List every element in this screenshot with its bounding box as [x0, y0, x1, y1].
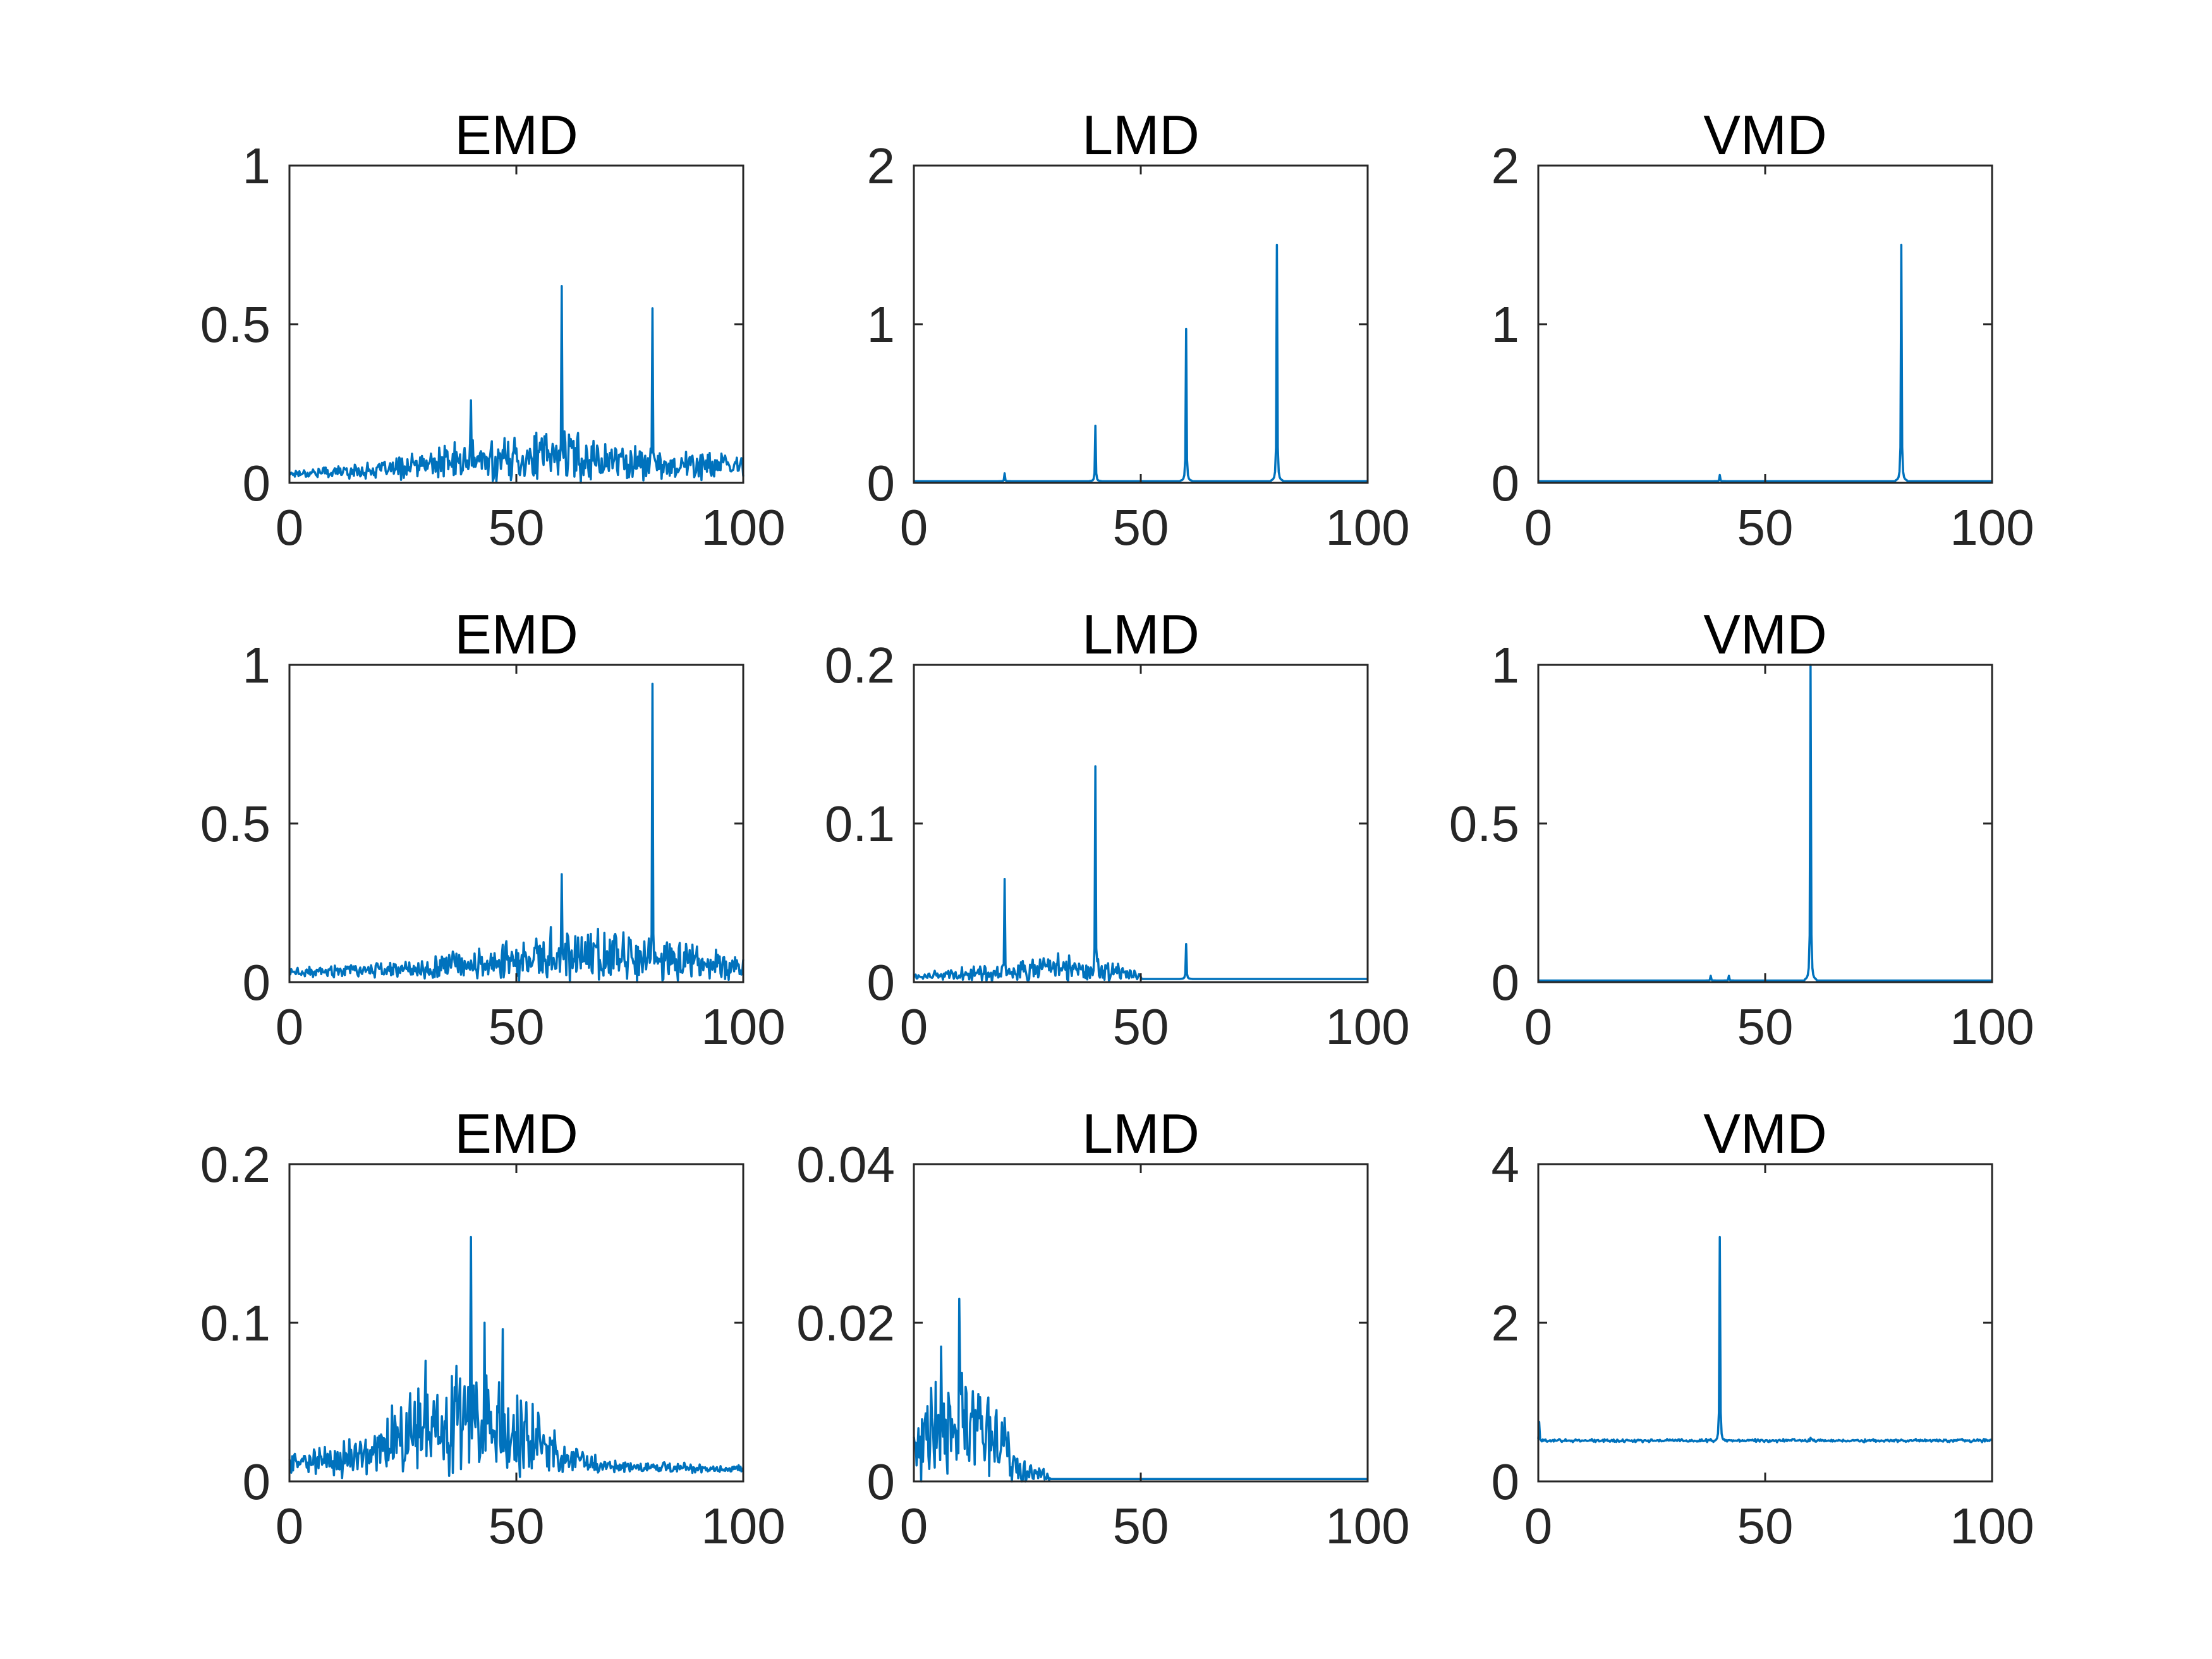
y-tick-label: 1 — [1492, 637, 1520, 693]
x-tick-label: 50 — [489, 999, 545, 1055]
subplot-title: LMD — [1082, 1102, 1200, 1165]
subplot-1: 0 50 100 0 0.5 1 EMD — [200, 104, 786, 556]
subplot-8: 0 50 100 0 0.02 0.04 LMD — [796, 1102, 1409, 1554]
series-line — [288, 285, 744, 484]
y-tick-label: 0.5 — [200, 796, 270, 852]
subplot-4: 0 50 100 0 0.5 1 EMD — [200, 603, 786, 1055]
subplot-7: 0 50 100 0 0.1 0.2 EMD — [200, 1102, 786, 1554]
subplot-title: LMD — [1082, 603, 1200, 665]
x-tick-label: 100 — [701, 499, 785, 556]
y-tick-label: 2 — [867, 138, 896, 194]
x-tick-label: 100 — [1950, 999, 2034, 1055]
y-tick-label: 0 — [243, 954, 271, 1011]
x-tick-label: 0 — [276, 1498, 304, 1554]
x-tick-label: 50 — [1737, 499, 1794, 556]
x-tick-label: 0 — [1524, 1498, 1553, 1554]
y-tick-label: 0 — [243, 455, 271, 511]
subplot-title: EMD — [454, 603, 578, 665]
x-tick-label: 0 — [900, 999, 928, 1055]
subplot-title: LMD — [1082, 104, 1200, 166]
subplot-title: EMD — [454, 104, 578, 166]
x-tick-label: 50 — [489, 1498, 545, 1554]
subplot-title: EMD — [454, 1102, 578, 1165]
subplot-3: 0 50 100 0 1 2 VMD — [1492, 104, 2034, 556]
x-tick-label: 0 — [276, 999, 304, 1055]
x-tick-label: 100 — [1325, 999, 1409, 1055]
subplot-title: VMD — [1703, 1102, 1827, 1165]
y-tick-label: 0.1 — [825, 796, 895, 852]
x-tick-label: 50 — [1737, 999, 1794, 1055]
subplot-6: 0 50 100 0 0.5 1 VMD — [1449, 603, 2034, 1055]
subplot-5: 0 50 100 0 0.1 0.2 LMD — [825, 603, 1410, 1055]
x-tick-label: 0 — [900, 1498, 928, 1554]
x-tick-label: 0 — [1524, 999, 1553, 1055]
y-tick-label: 4 — [1492, 1136, 1520, 1193]
y-tick-label: 0 — [867, 455, 896, 511]
y-tick-label: 1 — [1492, 296, 1520, 353]
x-tick-label: 0 — [276, 499, 304, 556]
x-tick-label: 50 — [1737, 1498, 1794, 1554]
x-tick-label: 50 — [1113, 999, 1169, 1055]
subplot-title: VMD — [1703, 603, 1827, 665]
x-tick-label: 100 — [1950, 1498, 2034, 1554]
y-tick-label: 0 — [243, 1454, 271, 1510]
x-tick-label: 100 — [1325, 1498, 1409, 1554]
y-tick-label: 0.2 — [825, 637, 895, 693]
x-tick-label: 0 — [900, 499, 928, 556]
y-tick-label: 0.5 — [1449, 796, 1519, 852]
series-line — [288, 1236, 744, 1480]
y-tick-label: 0 — [1492, 455, 1520, 511]
y-tick-label: 0.04 — [796, 1136, 895, 1193]
x-tick-label: 50 — [1113, 499, 1169, 556]
subplot-2: 0 50 100 0 1 2 LMD — [867, 104, 1410, 556]
y-tick-label: 0.5 — [200, 296, 270, 353]
x-tick-label: 100 — [701, 999, 785, 1055]
x-tick-label: 50 — [1113, 1498, 1169, 1554]
y-tick-label: 0 — [1492, 1454, 1520, 1510]
y-tick-label: 0.1 — [200, 1295, 270, 1351]
subplot-9: 0 50 100 0 2 4 VMD — [1492, 1102, 2034, 1554]
x-tick-label: 100 — [1325, 499, 1409, 556]
x-tick-label: 0 — [1524, 499, 1553, 556]
y-tick-label: 1 — [243, 138, 271, 194]
y-tick-label: 2 — [1492, 138, 1520, 194]
x-tick-label: 50 — [489, 499, 545, 556]
x-tick-label: 100 — [1950, 499, 2034, 556]
y-tick-label: 0 — [1492, 954, 1520, 1011]
y-tick-label: 2 — [1492, 1295, 1520, 1351]
y-tick-label: 1 — [243, 637, 271, 693]
series-line — [288, 683, 744, 983]
y-tick-label: 0 — [867, 1454, 896, 1510]
y-tick-label: 0.02 — [796, 1295, 895, 1351]
subplot-title: VMD — [1703, 104, 1827, 166]
series-line — [1537, 1236, 1993, 1443]
y-tick-label: 1 — [867, 296, 896, 353]
y-tick-label: 0.2 — [200, 1136, 270, 1193]
x-tick-label: 100 — [701, 1498, 785, 1554]
y-tick-label: 0 — [867, 954, 896, 1011]
